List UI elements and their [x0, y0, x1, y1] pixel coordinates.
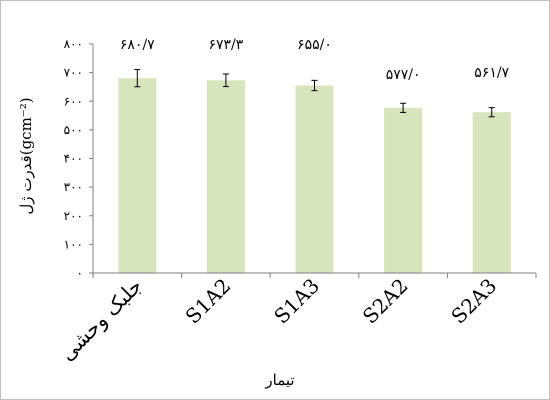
y-tick-label: ۳۰۰ [64, 180, 83, 194]
bar [295, 85, 334, 273]
y-tick-label: ۲۰۰ [64, 209, 83, 223]
data-label: ۶۷۳/۳ [209, 37, 244, 53]
bar [472, 112, 511, 273]
bars-layer [118, 78, 511, 274]
y-tick-label: ۱۰۰ [64, 237, 83, 251]
data-label: ۵۷۷/۰ [386, 67, 421, 83]
x-tick-label: جلبک وحشی [55, 274, 147, 366]
y-axis-title: قدرت ژل(gcm⁻²) [17, 97, 35, 214]
data-label: ۶۵۵/۰ [297, 37, 332, 53]
x-tick-label: S2A3 [446, 274, 501, 329]
x-tick-label: S1A3 [269, 274, 324, 329]
bar [384, 107, 423, 274]
y-tick-label: ۰ [77, 266, 83, 280]
axes-layer: ۰ ۱۰۰ ۲۰۰ ۳۰۰ ۴۰۰ ۵۰۰ ۶۰۰ ۷۰۰ ۸۰۰ [64, 37, 537, 280]
x-tick-label: S1A2 [181, 274, 236, 329]
y-tick-label: ۶۰۰ [64, 94, 83, 108]
x-tick-label: S2A2 [358, 274, 413, 329]
y-tick-label: ۴۰۰ [64, 152, 83, 166]
data-label: ۶۸۰/۷ [120, 37, 155, 53]
y-tick-label: ۵۰۰ [64, 123, 83, 137]
bar [118, 78, 157, 273]
y-tick-label: ۸۰۰ [64, 37, 83, 51]
error-bars-layer [134, 69, 495, 118]
y-tick-label: ۷۰۰ [64, 66, 83, 80]
bar [206, 80, 245, 273]
x-axis-title: تیمار [264, 371, 294, 389]
data-label: ۵۶۱/۷ [474, 65, 509, 81]
